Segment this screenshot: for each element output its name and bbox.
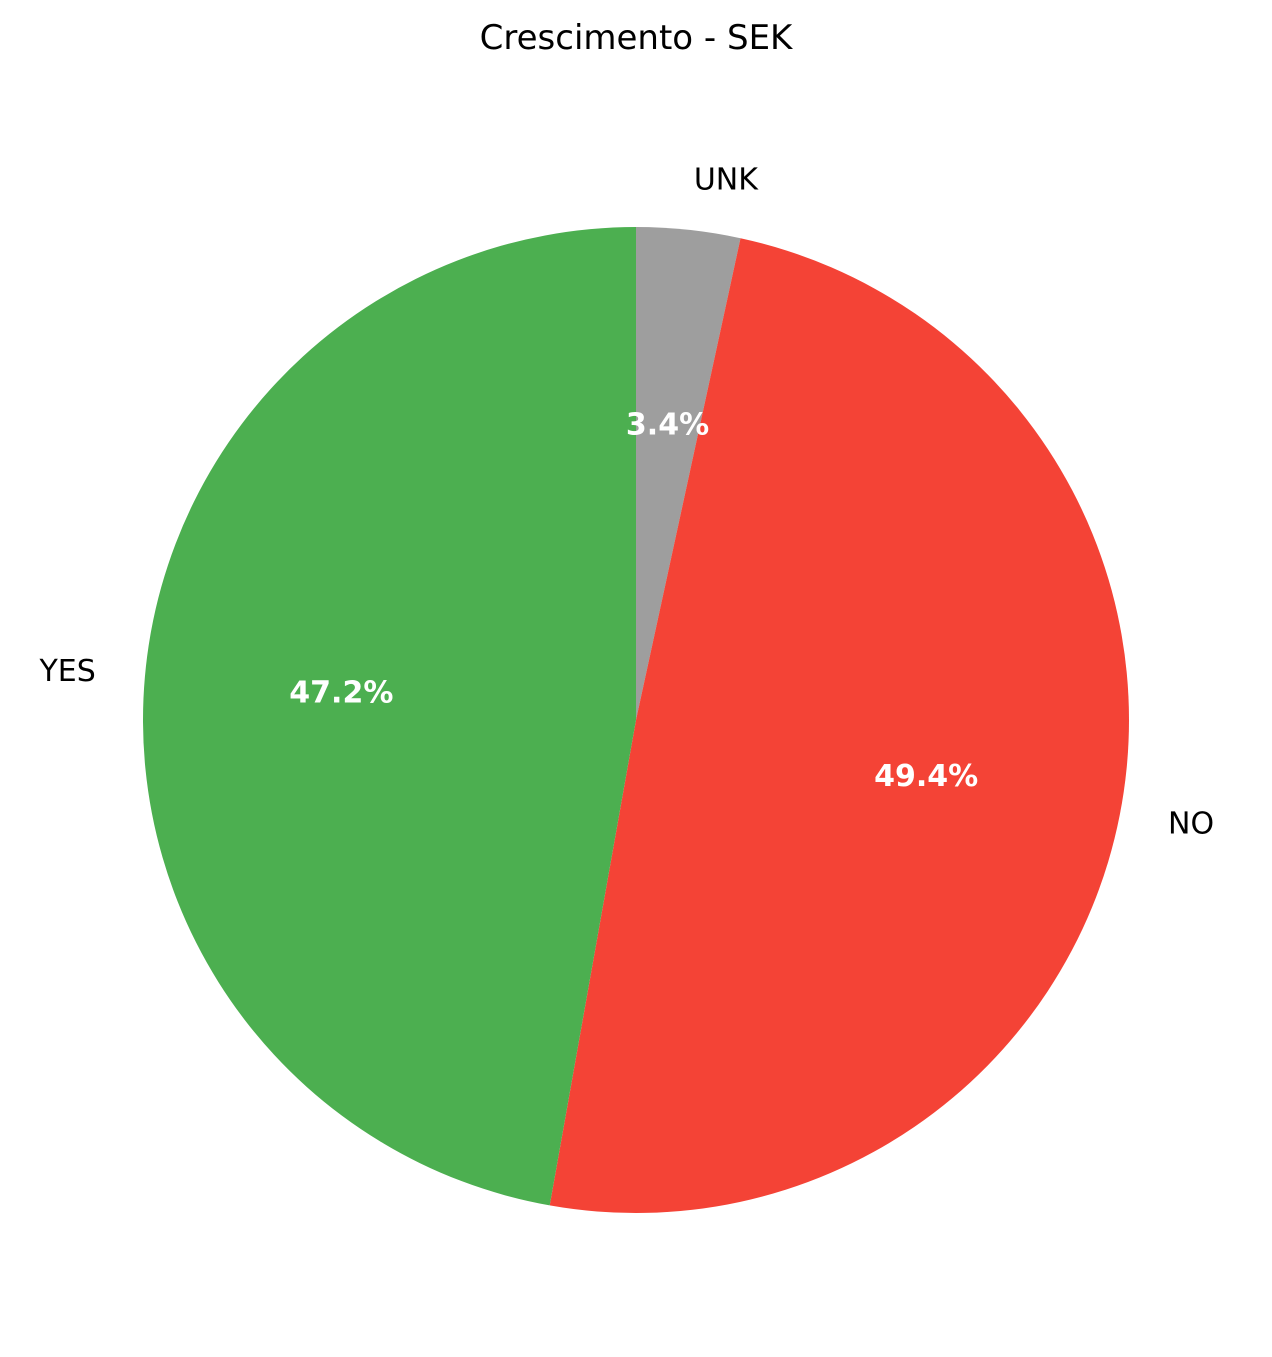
- pie-slice-unk: [636, 227, 741, 720]
- slice-label-no: NO: [1168, 806, 1214, 841]
- slice-label-unk: UNK: [694, 162, 759, 197]
- slice-label-yes: YES: [38, 654, 95, 689]
- pct-label-yes: 47.2%: [289, 676, 393, 711]
- pie-slices: [142, 227, 1130, 1214]
- pct-label-no: 49.4%: [874, 759, 978, 794]
- pct-label-unk: 3.4%: [626, 407, 709, 442]
- pie-labels: UNK 3.4% NO 49.4% YES 47.2%: [38, 162, 1214, 841]
- chart-title: Crescimento - SEK: [480, 18, 794, 58]
- pie-slice-yes: [142, 227, 636, 1206]
- pie-slice-no: [549, 238, 1130, 1214]
